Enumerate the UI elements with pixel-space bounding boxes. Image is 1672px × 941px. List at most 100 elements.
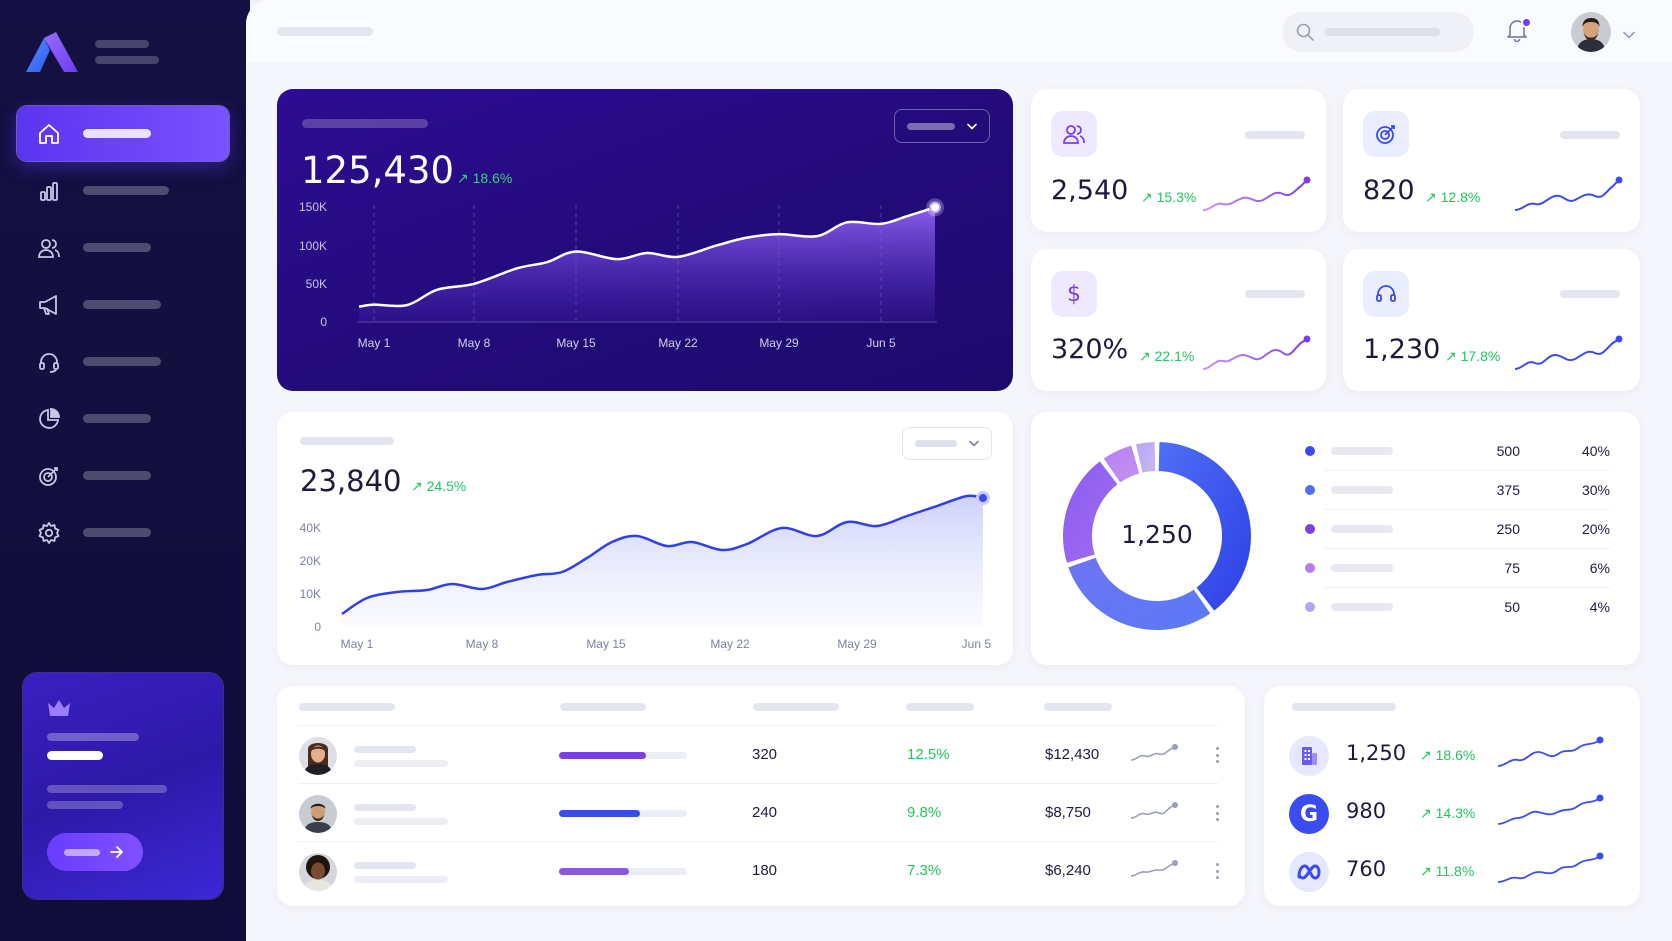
chevron-down-icon[interactable] bbox=[1623, 26, 1635, 44]
target-icon bbox=[37, 464, 61, 488]
sidebar-item-analytics[interactable] bbox=[17, 163, 229, 218]
x-tick-label: May 29 bbox=[759, 336, 799, 350]
sidebar-item-reports[interactable] bbox=[17, 391, 229, 446]
stat-trend: ↗ 17.8% bbox=[1445, 348, 1501, 364]
table-row[interactable]: 320 12.5% $12,430 bbox=[277, 726, 1239, 784]
hero-value: 125,430 bbox=[301, 149, 455, 192]
sidebar-item-goals[interactable] bbox=[17, 448, 229, 503]
y-tick-label: 150K bbox=[299, 200, 327, 214]
stat-sparkline bbox=[1514, 176, 1623, 211]
y-tick-label: 50K bbox=[306, 277, 327, 291]
source-trend: ↗ 14.3% bbox=[1420, 805, 1476, 821]
search-input[interactable] bbox=[1282, 12, 1474, 52]
user-avatar[interactable] bbox=[1571, 12, 1611, 52]
megaphone-icon bbox=[37, 293, 61, 317]
x-tick-label: Jun 5 bbox=[962, 637, 992, 651]
sidebar-item-home[interactable] bbox=[17, 106, 229, 161]
source-row[interactable]: 1,250 ↗ 18.6% bbox=[1264, 726, 1644, 784]
sidebar bbox=[0, 0, 250, 941]
chevron-down-icon bbox=[967, 123, 977, 130]
y-tick-label: 0 bbox=[314, 620, 321, 634]
source-sparkline bbox=[1497, 794, 1604, 825]
donut-slice bbox=[1063, 461, 1118, 563]
table-cell-amount: $8,750 bbox=[1045, 804, 1091, 821]
hero-title-placeholder bbox=[302, 119, 428, 128]
arrow-right-icon bbox=[110, 846, 124, 858]
table-cell-growth: 7.3% bbox=[907, 862, 942, 879]
distribution-donut-chart bbox=[1063, 442, 1251, 630]
legend-dot bbox=[1305, 524, 1315, 534]
table-cell-growth: 12.5% bbox=[907, 746, 950, 763]
legend-row[interactable]: 50 4% bbox=[1300, 587, 1610, 627]
chart-period-select[interactable] bbox=[902, 427, 992, 460]
brand-logo[interactable] bbox=[26, 32, 78, 77]
table-cell-count: 240 bbox=[752, 804, 778, 821]
y-tick-label: 40K bbox=[300, 521, 321, 535]
notification-badge bbox=[1521, 17, 1532, 28]
stat-value: 1,230 bbox=[1363, 334, 1441, 365]
legend-row[interactable]: 375 30% bbox=[1300, 470, 1610, 510]
revenue-hero-card: 125,430 ↗ 18.6% 150K 100K 50K 0 May 1 May 8 Ma… bbox=[277, 89, 1013, 391]
avatar bbox=[299, 853, 337, 891]
upgrade-button[interactable] bbox=[47, 833, 143, 871]
x-tick-label: May 8 bbox=[458, 336, 491, 350]
stat-card-users: 2,540 ↗ 15.3% bbox=[1031, 89, 1326, 232]
more-options-icon[interactable] bbox=[1212, 860, 1222, 882]
stat-trend: ↗ 15.3% bbox=[1141, 189, 1197, 205]
stat-trend: ↗ 12.8% bbox=[1425, 189, 1481, 205]
stat-value: 2,540 bbox=[1051, 175, 1129, 206]
source-row[interactable]: 760 ↗ 11.8% bbox=[1264, 842, 1644, 900]
source-value: 760 bbox=[1346, 857, 1387, 881]
donut-slice bbox=[1103, 445, 1140, 483]
legend-percent: 6% bbox=[1589, 560, 1610, 576]
stat-card-support: 1,230 ↗ 17.8% bbox=[1343, 249, 1640, 391]
sidebar-item-support[interactable] bbox=[17, 334, 229, 389]
visits-endpoint-marker bbox=[976, 491, 990, 505]
source-sparkline bbox=[1497, 736, 1604, 767]
progress-bar bbox=[559, 810, 687, 817]
donut-center-value: 1,250 bbox=[1121, 520, 1193, 549]
hero-period-select[interactable] bbox=[894, 109, 990, 143]
legend-row[interactable]: 75 6% bbox=[1300, 548, 1610, 588]
table-row[interactable]: 240 9.8% $8,750 bbox=[277, 784, 1239, 842]
table-row[interactable]: 180 7.3% $6,240 bbox=[277, 842, 1239, 900]
source-row[interactable]: G 980 ↗ 14.3% bbox=[1264, 784, 1644, 842]
legend-row[interactable]: 250 20% bbox=[1300, 509, 1610, 549]
more-options-icon[interactable] bbox=[1212, 802, 1222, 824]
x-tick-label: Jun 5 bbox=[866, 336, 896, 350]
avatar bbox=[299, 737, 337, 775]
visits-trend: ↗ 24.5% bbox=[411, 478, 467, 494]
progress-bar bbox=[559, 868, 687, 875]
sidebar-item-campaigns[interactable] bbox=[17, 277, 229, 332]
visits-area-fill bbox=[342, 495, 983, 627]
dollar-icon: $ bbox=[1051, 271, 1097, 317]
x-tick-label: May 1 bbox=[358, 336, 391, 350]
table-cell-count: 180 bbox=[752, 862, 778, 879]
top-bar bbox=[246, 0, 1672, 62]
hero-endpoint-marker bbox=[929, 201, 941, 214]
crown-icon bbox=[47, 699, 71, 722]
stat-card-revenue: $ 320% ↗ 22.1% bbox=[1031, 249, 1326, 391]
legend-row[interactable]: 500 40% bbox=[1300, 431, 1610, 471]
pie-chart-icon bbox=[37, 407, 61, 431]
table-cell-growth: 9.8% bbox=[907, 804, 942, 821]
source-trend: ↗ 11.8% bbox=[1420, 863, 1475, 879]
users-icon bbox=[1051, 111, 1097, 157]
stat-sparkline bbox=[1514, 335, 1623, 370]
x-tick-label: May 8 bbox=[466, 637, 499, 651]
legend-divider bbox=[1325, 470, 1610, 471]
sidebar-item-settings[interactable] bbox=[17, 505, 229, 560]
legend-dot bbox=[1305, 485, 1315, 495]
legend-value: 375 bbox=[1496, 482, 1520, 498]
source-sparkline bbox=[1497, 852, 1604, 883]
stat-value: 820 bbox=[1363, 175, 1415, 206]
sidebar-item-users[interactable] bbox=[17, 220, 229, 275]
chart-title-placeholder bbox=[300, 437, 394, 445]
stat-card-goals: 820 ↗ 12.8% bbox=[1343, 89, 1640, 232]
legend-percent: 20% bbox=[1581, 521, 1610, 537]
hero-trend: ↗ 18.6% bbox=[457, 170, 513, 186]
notification-bell-icon[interactable] bbox=[1506, 18, 1528, 47]
more-options-icon[interactable] bbox=[1212, 744, 1222, 766]
x-tick-label: May 15 bbox=[586, 637, 626, 651]
legend-dot bbox=[1305, 563, 1315, 573]
